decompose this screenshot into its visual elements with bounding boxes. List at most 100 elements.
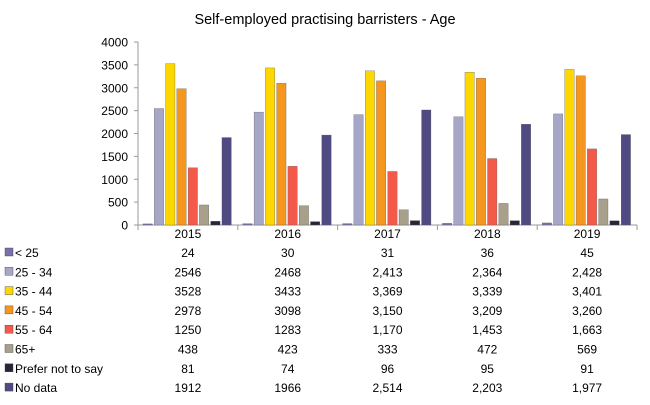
legend-swatch — [4, 325, 14, 334]
data-table-cell: 81 — [181, 362, 195, 376]
legend-swatch — [4, 247, 14, 257]
bar — [553, 113, 564, 226]
data-table-cell: 3,369 — [372, 285, 402, 299]
data-table-cell: 333 — [377, 343, 397, 357]
y-tick-label: 500 — [108, 196, 128, 210]
bar — [199, 204, 209, 226]
data-table-cell: 1,977 — [572, 381, 602, 395]
bar — [487, 158, 498, 226]
bar — [310, 221, 321, 226]
data-table-cell: 96 — [381, 362, 395, 376]
x-tick-label: 2018 — [474, 227, 501, 241]
y-tick-label: 3000 — [101, 81, 128, 95]
data-table-cell: 2,514 — [372, 381, 402, 395]
y-tick-label: 1000 — [101, 173, 128, 187]
data-table-cell: 3,260 — [572, 304, 602, 318]
bar — [165, 63, 176, 226]
bar — [575, 75, 586, 226]
bar — [498, 203, 509, 226]
data-table-cell: 472 — [477, 343, 497, 357]
data-table-cell: 1250 — [175, 323, 202, 337]
data-table-cell: 569 — [577, 343, 597, 357]
data-table-cell: 3,150 — [372, 304, 402, 318]
bar — [421, 109, 432, 226]
bar — [210, 221, 221, 226]
data-table-cell: 438 — [178, 343, 198, 357]
bar — [621, 134, 631, 226]
bar — [342, 223, 353, 226]
data-table-cell: 91 — [580, 362, 594, 376]
bar — [321, 134, 332, 226]
data-table-cell: 31 — [381, 246, 395, 260]
data-table-cell: 3,401 — [572, 285, 602, 299]
bar — [242, 223, 253, 226]
bar — [476, 78, 486, 226]
bar — [398, 209, 409, 226]
bar — [176, 88, 187, 226]
bar — [521, 124, 531, 226]
y-tick-label: 2500 — [101, 104, 128, 118]
data-table-cell: 1,453 — [472, 323, 502, 337]
bar — [587, 148, 597, 226]
bar — [442, 223, 452, 226]
data-table-cell: 3433 — [274, 285, 301, 299]
data-table-cell: 30 — [281, 246, 295, 260]
data-table-cell: 2468 — [274, 265, 301, 279]
data-table-cell: 74 — [281, 362, 295, 376]
bar — [609, 220, 620, 226]
y-tick-label: 3500 — [101, 58, 128, 72]
data-table-cell: 3,339 — [472, 285, 502, 299]
data-table-cell: 2,364 — [472, 265, 502, 279]
x-tick-label: 2015 — [175, 227, 202, 241]
legend-swatch — [4, 267, 14, 276]
data-table-cell: 2,203 — [472, 381, 502, 395]
chart-bars — [142, 63, 631, 226]
data-table-cell: 45 — [580, 246, 594, 260]
bar — [509, 220, 520, 226]
bar — [598, 198, 609, 226]
data-table-cell: 423 — [278, 343, 298, 357]
legend-label: No data — [15, 381, 57, 395]
y-tick-label: 0 — [121, 219, 128, 233]
bar — [410, 220, 420, 226]
legend-label: 55 - 64 — [15, 323, 53, 337]
legend-swatch — [4, 363, 14, 372]
data-table-cell: 3,209 — [472, 304, 502, 318]
x-tick-label: 2017 — [374, 227, 401, 241]
legend-swatch — [4, 344, 14, 353]
data-table-cell: 3098 — [274, 304, 301, 318]
bar — [142, 223, 153, 226]
bar — [464, 72, 475, 226]
chart-axes: 0 500 1000 1500 2000 2500 3000 3500 4000 — [101, 36, 638, 233]
data-table-cell: 1966 — [274, 381, 301, 395]
data-table-cell: 36 — [481, 246, 495, 260]
data-table-cell: 1912 — [175, 381, 202, 395]
data-table-cell: 2,428 — [572, 265, 602, 279]
bar — [265, 67, 275, 226]
data-table-cell: 3528 — [175, 285, 202, 299]
x-tick-label: 2019 — [574, 227, 601, 241]
bar — [564, 69, 575, 226]
bar — [365, 70, 375, 226]
data-table-cell: 1,663 — [572, 323, 602, 337]
data-table-cell: 24 — [181, 246, 195, 260]
y-tick-label: 4000 — [101, 36, 128, 50]
y-tick-label: 2000 — [101, 127, 128, 141]
bar — [387, 171, 398, 226]
legend-swatch — [4, 382, 14, 392]
data-table-cell: 2,413 — [372, 265, 402, 279]
data-table: 2015 2016 2017 2018 2019 < 25 24 30 31 36 45 25 - 3… — [4, 227, 602, 395]
legend-label: 45 - 54 — [15, 304, 53, 318]
legend-swatch — [4, 305, 14, 315]
y-tick-label: 1500 — [101, 150, 128, 164]
legend-label: 25 - 34 — [15, 265, 53, 279]
data-table-cell: 95 — [481, 362, 495, 376]
bar — [253, 111, 264, 226]
bar — [187, 167, 198, 226]
data-table-cell: 1,170 — [372, 323, 402, 337]
data-table-cell: 2978 — [175, 304, 202, 318]
legend-swatch — [4, 286, 14, 295]
bar — [154, 108, 164, 226]
bar — [276, 83, 287, 226]
